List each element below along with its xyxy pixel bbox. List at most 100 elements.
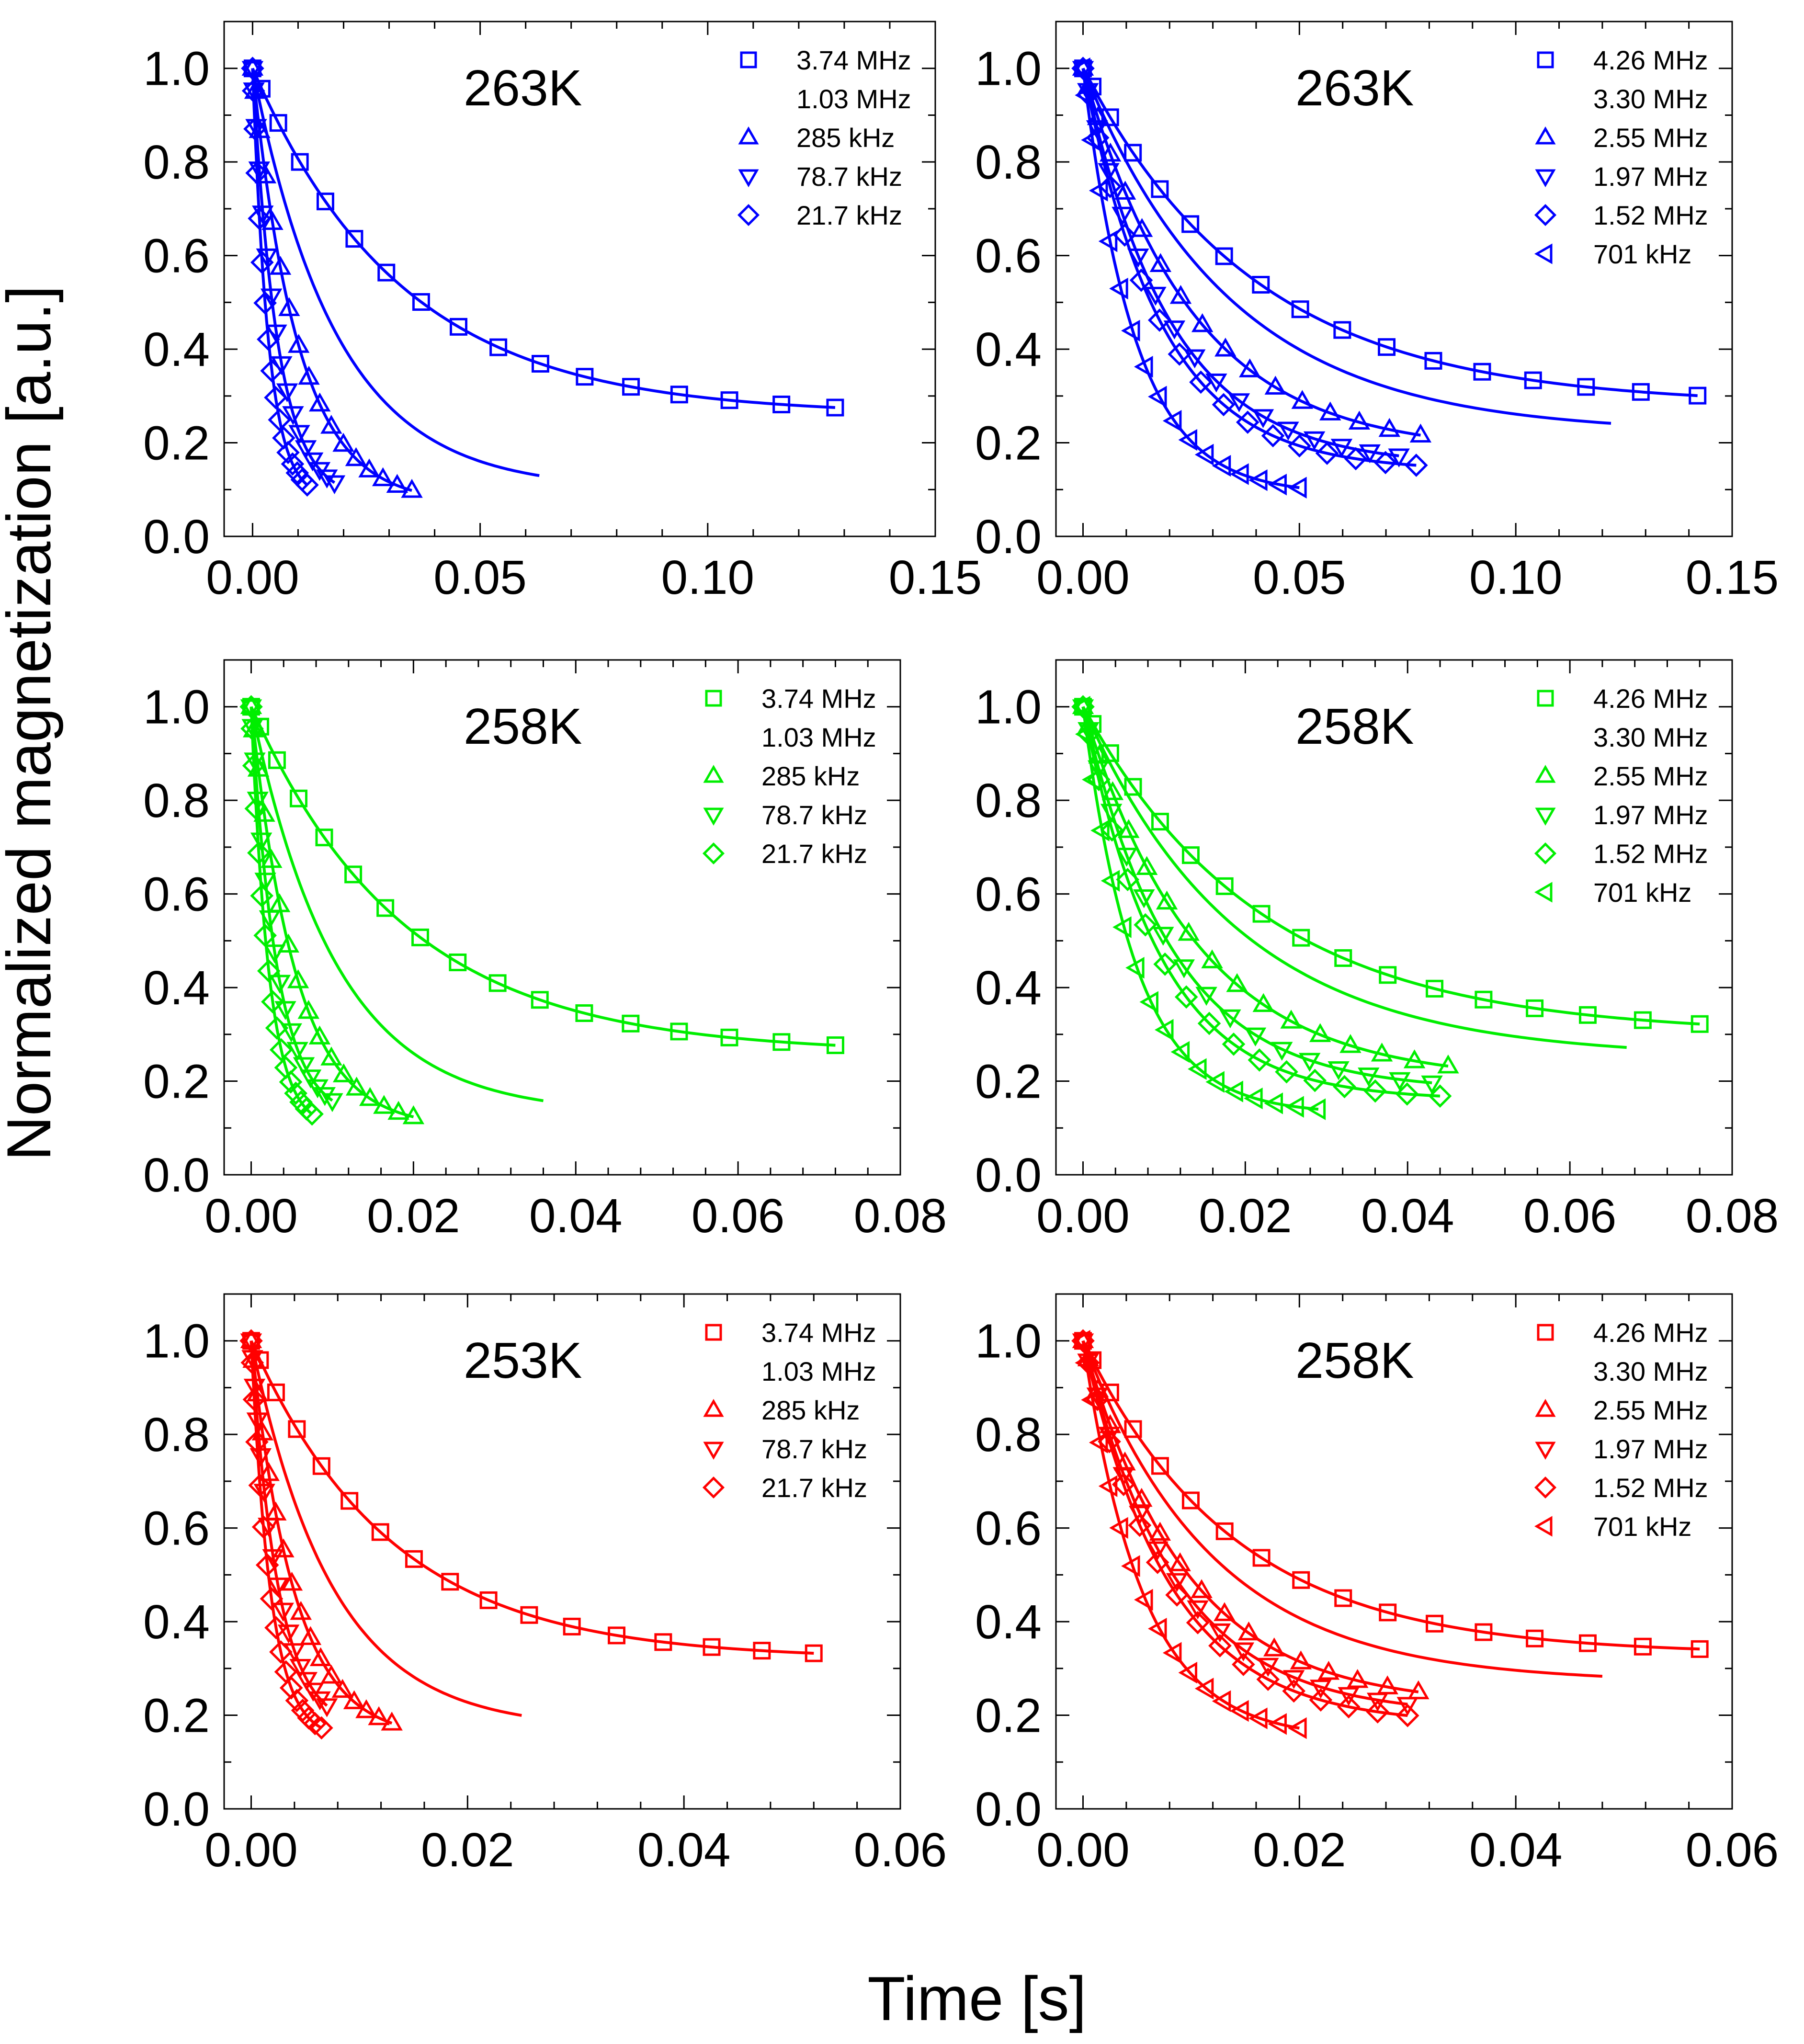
data-point [340, 1492, 359, 1510]
data-point [1327, 1061, 1350, 1080]
data-point [1404, 454, 1428, 477]
legend-marker [1535, 1398, 1556, 1417]
data-point [1288, 477, 1307, 499]
data-point [332, 1063, 355, 1082]
data-point [1244, 1087, 1263, 1110]
data-point [1131, 218, 1153, 237]
legend-label: 3.74 MHz [761, 683, 876, 714]
data-point [1215, 247, 1233, 265]
data-point [1165, 1583, 1189, 1607]
legend-label: 1.03 MHz [761, 722, 876, 752]
data-point [282, 406, 304, 425]
data-point [290, 1601, 312, 1620]
data-point [1153, 952, 1177, 976]
data-point [343, 1690, 365, 1709]
data-point [268, 751, 286, 769]
legend-label: 1.52 MHz [1593, 1473, 1708, 1503]
data-point [1237, 1621, 1260, 1641]
data-point [1396, 1697, 1418, 1716]
data-point [272, 1602, 294, 1622]
y-tick-label: 0.0 [143, 1783, 210, 1836]
data-point [1290, 1650, 1312, 1669]
data-point [315, 829, 333, 847]
chart-panel: 0.0 0.2 0.4 0.6 0.8 1.0 0.00 0.02 0.04 0.06 258K 4.… [975, 1293, 1779, 1877]
data-point [1306, 1098, 1326, 1120]
fit-line [1081, 706, 1432, 1084]
data-point [316, 1698, 338, 1717]
legend-marker [1534, 204, 1557, 227]
data-point [241, 61, 264, 80]
data-point [299, 1069, 322, 1089]
data-point [1339, 1034, 1362, 1053]
data-point [1358, 1067, 1380, 1087]
data-point [1248, 469, 1268, 491]
data-point [1252, 409, 1274, 428]
data-point [1252, 275, 1270, 294]
data-point [376, 899, 395, 917]
panel-title: 258K [464, 698, 582, 755]
fit-line [250, 706, 836, 1047]
data-point [1232, 1642, 1255, 1662]
legend-marker [1537, 690, 1554, 707]
data-point [321, 1093, 343, 1113]
data-point [320, 415, 342, 434]
data-point [1257, 1658, 1279, 1677]
data-point [301, 452, 324, 472]
data-point [1087, 760, 1110, 780]
data-point [1285, 1096, 1304, 1118]
data-point [284, 1081, 307, 1105]
chart-panel: 0.0 0.2 0.4 0.6 0.8 1.0 0.00 0.02 0.04 0.06 253K 3.… [143, 1293, 947, 1877]
data-point [1298, 1053, 1321, 1072]
data-point [1101, 781, 1124, 800]
fit-line [1081, 706, 1319, 1111]
data-point [309, 1647, 332, 1666]
data-point [359, 1087, 381, 1106]
fit-line [250, 1340, 522, 1717]
x-tick-label: 0.08 [1686, 1189, 1779, 1243]
data-point [1230, 463, 1249, 485]
data-point [269, 975, 291, 994]
data-point [286, 1042, 308, 1061]
data-point [260, 1587, 284, 1611]
data-point [259, 910, 281, 930]
legend-label: 1.97 MHz [1593, 161, 1708, 192]
x-tick-label: 0.15 [889, 551, 982, 604]
legend-label: 1.97 MHz [1593, 800, 1708, 830]
data-point [1224, 1080, 1243, 1102]
data-point [240, 1351, 264, 1374]
data-point [1148, 1618, 1167, 1640]
fit-line [1081, 706, 1627, 1049]
data-point [1098, 1475, 1118, 1497]
data-point [575, 1004, 593, 1022]
data-point [622, 378, 640, 396]
legend-label: 4.26 MHz [1593, 45, 1708, 75]
data-point [240, 699, 262, 718]
data-point [268, 408, 292, 432]
data-point [1330, 439, 1353, 458]
data-point [1149, 1522, 1171, 1541]
data-point [247, 841, 271, 865]
data-point [1151, 180, 1169, 198]
data-point [316, 469, 338, 488]
panel-title: 263K [1295, 60, 1414, 116]
data-point [1169, 284, 1192, 304]
legend-marker [1535, 1442, 1556, 1460]
data-point [258, 1462, 280, 1481]
data-point [1173, 959, 1195, 978]
legend-marker [705, 1324, 722, 1341]
data-point [1090, 819, 1110, 841]
data-point [276, 383, 298, 402]
x-tick-label: 0.04 [637, 1823, 731, 1877]
data-point [314, 1087, 336, 1106]
data-point [1183, 349, 1206, 369]
x-tick-label: 0.10 [1469, 551, 1563, 604]
data-point [264, 386, 287, 409]
data-point [1359, 444, 1381, 464]
y-tick-label: 0.2 [975, 1055, 1042, 1109]
data-point [242, 1387, 266, 1411]
data-point [1632, 383, 1650, 401]
data-point [1101, 108, 1119, 126]
data-point [1133, 889, 1155, 908]
data-point [1282, 1670, 1305, 1689]
data-point [1191, 313, 1214, 332]
